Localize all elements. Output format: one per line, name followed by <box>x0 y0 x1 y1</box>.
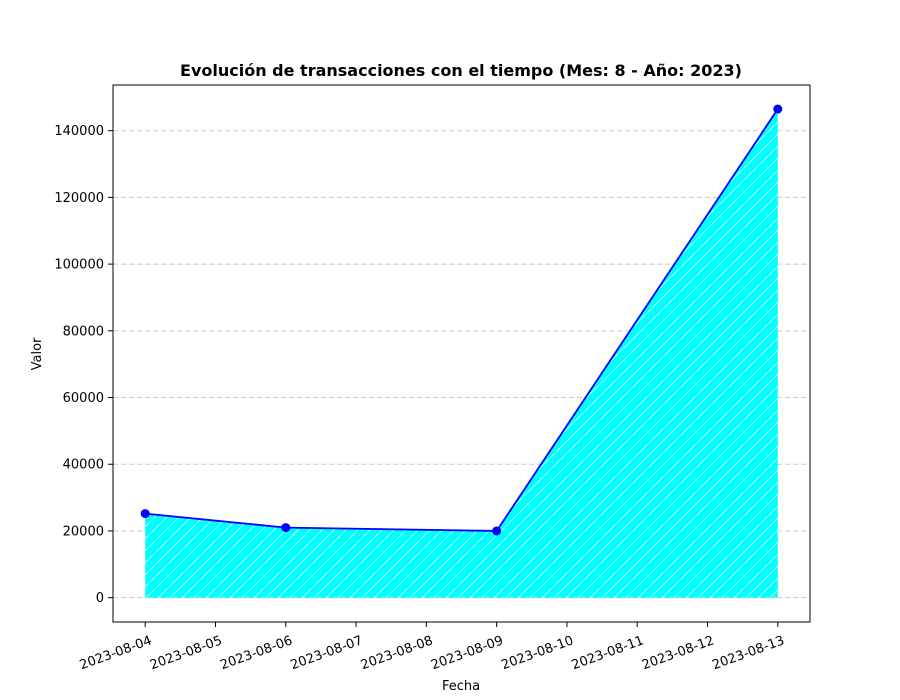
y-tick-label: 20000 <box>63 524 104 539</box>
x-tick-label: 2023-08-11 <box>570 633 646 673</box>
data-point <box>281 523 291 533</box>
y-tick-label: 60000 <box>63 391 104 406</box>
y-tick-label: 40000 <box>63 458 104 473</box>
data-point <box>773 104 783 114</box>
x-tick-label: 2023-08-06 <box>218 633 294 673</box>
chart-title: Evolución de transacciones con el tiempo… <box>180 61 742 80</box>
x-axis-label: Fecha <box>442 679 480 694</box>
data-point <box>140 509 150 519</box>
y-tick-label: 100000 <box>54 258 104 273</box>
area-hatch <box>145 109 778 598</box>
x-tick-label: 2023-08-13 <box>710 633 786 673</box>
y-tick-label: 140000 <box>54 124 104 139</box>
x-tick-label: 2023-08-04 <box>78 633 154 673</box>
x-axis: 2023-08-042023-08-052023-08-062023-08-07… <box>78 622 787 673</box>
marker-layer <box>140 104 783 536</box>
x-tick-label: 2023-08-07 <box>289 633 365 673</box>
y-tick-label: 120000 <box>54 191 104 206</box>
x-tick-label: 2023-08-09 <box>429 633 505 673</box>
x-tick-label: 2023-08-10 <box>500 633 576 673</box>
y-tick-label: 0 <box>96 591 104 606</box>
y-axis-label: Valor <box>30 337 45 370</box>
data-point <box>492 526 502 536</box>
y-tick-label: 80000 <box>63 324 104 339</box>
y-axis: 0 20000 40000 60000 80000 100000 120000 140000 <box>54 124 113 606</box>
x-tick-label: 2023-08-08 <box>359 633 435 673</box>
x-tick-label: 2023-08-05 <box>148 633 224 673</box>
line-layer <box>145 108 779 532</box>
series-line <box>145 108 779 532</box>
plot-frame <box>112 84 811 623</box>
area-layer <box>145 109 778 598</box>
x-tick-label: 2023-08-12 <box>640 633 716 673</box>
